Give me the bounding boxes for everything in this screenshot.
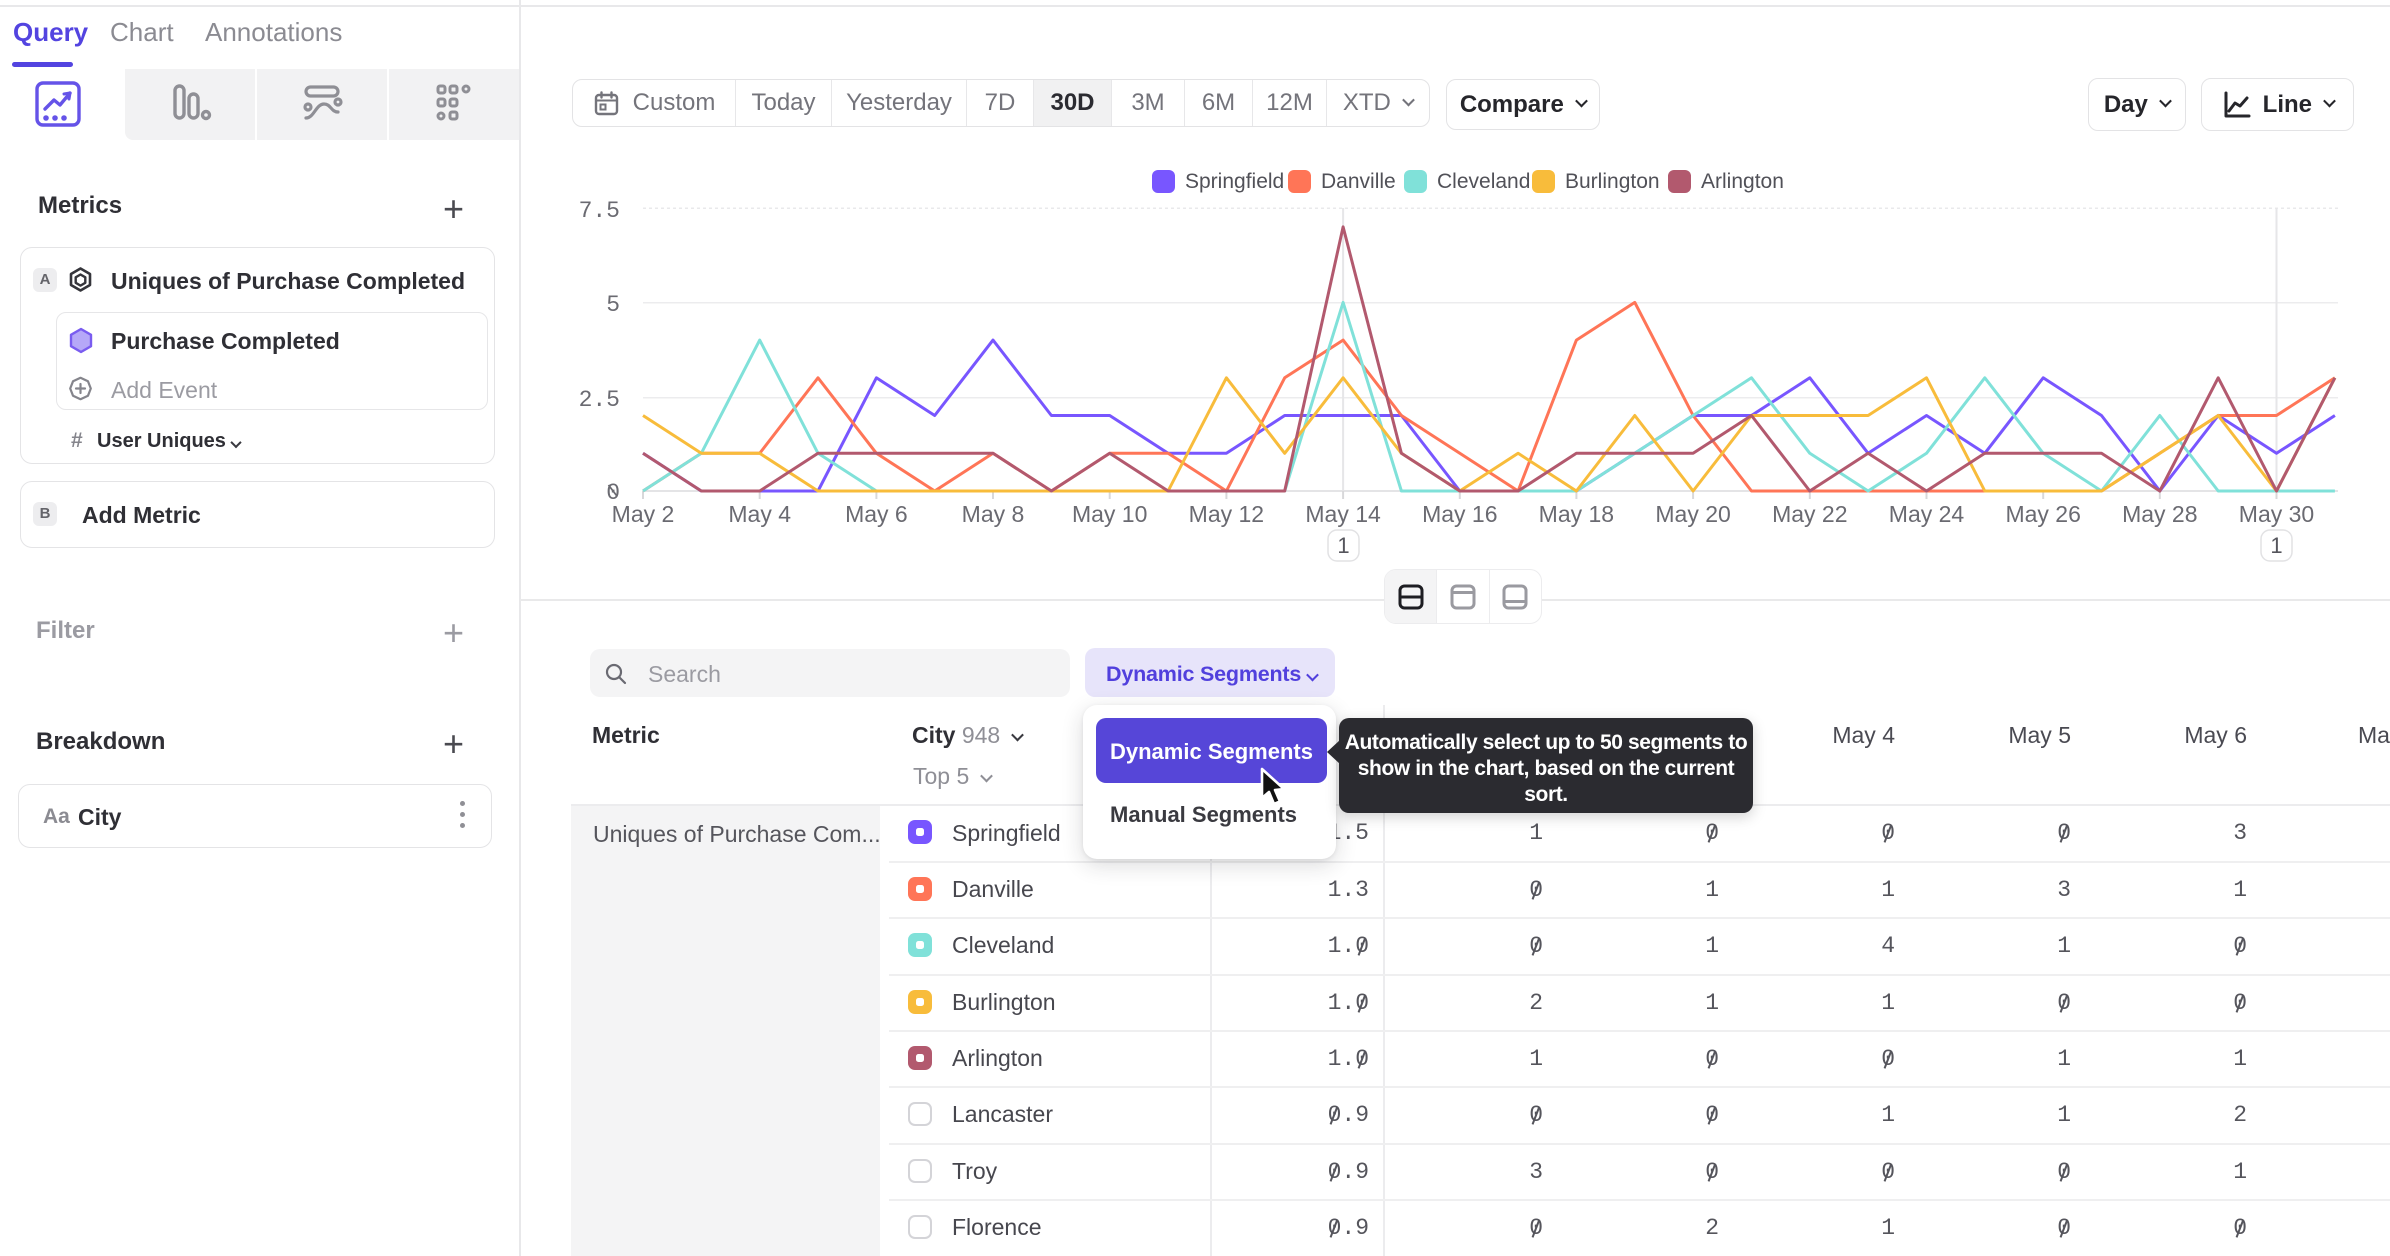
svg-text:2.5: 2.5	[579, 387, 620, 413]
svg-text:May 16: May 16	[1422, 501, 1497, 527]
svg-text:May 4: May 4	[728, 501, 791, 527]
svg-text:May 26: May 26	[2005, 501, 2080, 527]
svg-text:May 22: May 22	[1772, 501, 1847, 527]
svg-text:May 12: May 12	[1189, 501, 1264, 527]
svg-text:May 18: May 18	[1539, 501, 1614, 527]
svg-text:May 6: May 6	[845, 501, 908, 527]
svg-text:May 28: May 28	[2122, 501, 2197, 527]
svg-text:7.5: 7.5	[579, 198, 620, 224]
svg-text:5: 5	[606, 292, 620, 318]
svg-text:1: 1	[1337, 533, 1349, 558]
svg-text:May 10: May 10	[1072, 501, 1147, 527]
svg-text:May 20: May 20	[1655, 501, 1730, 527]
svg-text:May 8: May 8	[962, 501, 1025, 527]
svg-text:May 24: May 24	[1889, 501, 1965, 527]
svg-text:May 2: May 2	[612, 501, 675, 527]
svg-text:May 30: May 30	[2239, 501, 2314, 527]
svg-text:May 14: May 14	[1305, 501, 1381, 527]
svg-text:1: 1	[2270, 533, 2282, 558]
